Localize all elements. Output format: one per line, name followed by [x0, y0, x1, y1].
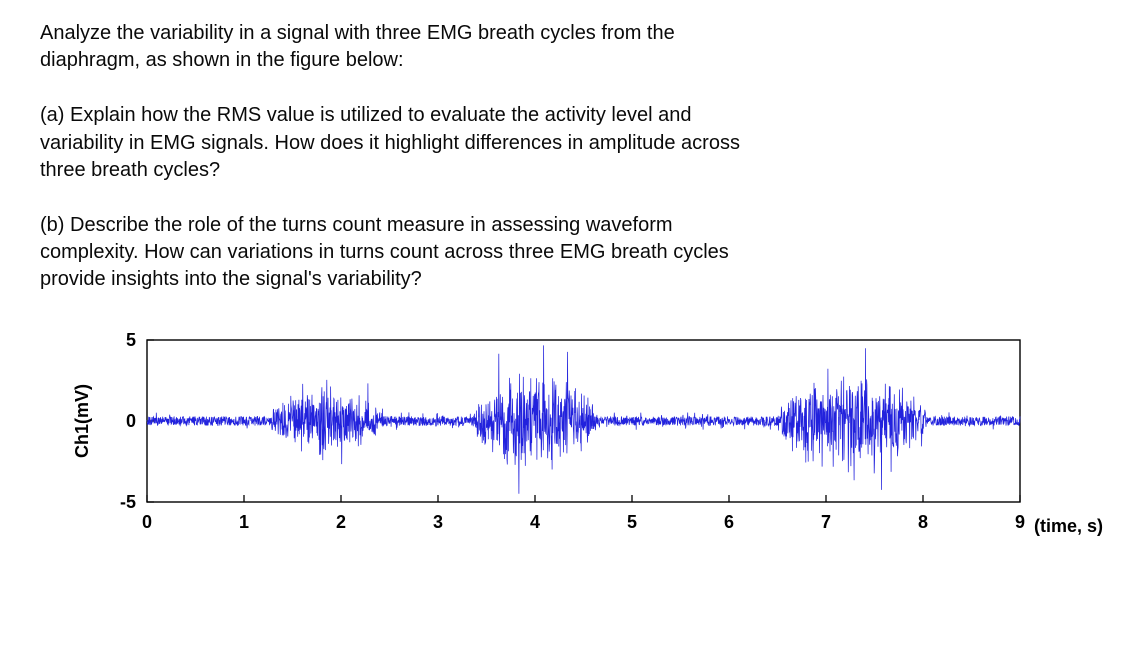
x-tick-label: 2: [336, 512, 346, 532]
x-tick-label: 4: [530, 512, 540, 532]
emg-figure: 0 1 2 3 4 5 6 7 8 9 5 0 -5 Ch1(mV) (time, s): [62, 328, 1103, 545]
x-tick-label: 8: [918, 512, 928, 532]
x-tick-label: 5: [627, 512, 637, 532]
x-tick-label: 9: [1015, 512, 1025, 532]
question-page: Analyze the variability in a signal with…: [40, 22, 1103, 545]
question-intro: Analyze the variability in a signal with…: [40, 22, 675, 72]
x-tick-label: 0: [142, 512, 152, 532]
emg-signal-trace: [146, 344, 1021, 494]
y-tick-label: -5: [120, 492, 136, 512]
x-tick-label: 6: [724, 512, 734, 532]
question-part-b: (b) Describe the role of the turns count…: [40, 213, 729, 291]
emg-chart: 0 1 2 3 4 5 6 7 8 9 5 0 -5 Ch1(mV) (time, s): [72, 330, 1103, 536]
x-axis-label: (time, s): [1034, 516, 1103, 536]
x-tick-label: 7: [821, 512, 831, 532]
x-tick-label: 1: [239, 512, 249, 532]
y-tick-label: 5: [126, 330, 136, 350]
x-tick-label: 3: [433, 512, 443, 532]
question-part-a: (a) Explain how the RMS value is utilize…: [40, 104, 740, 181]
y-axis-label: Ch1(mV): [72, 383, 92, 457]
y-tick-label: 0: [126, 411, 136, 431]
